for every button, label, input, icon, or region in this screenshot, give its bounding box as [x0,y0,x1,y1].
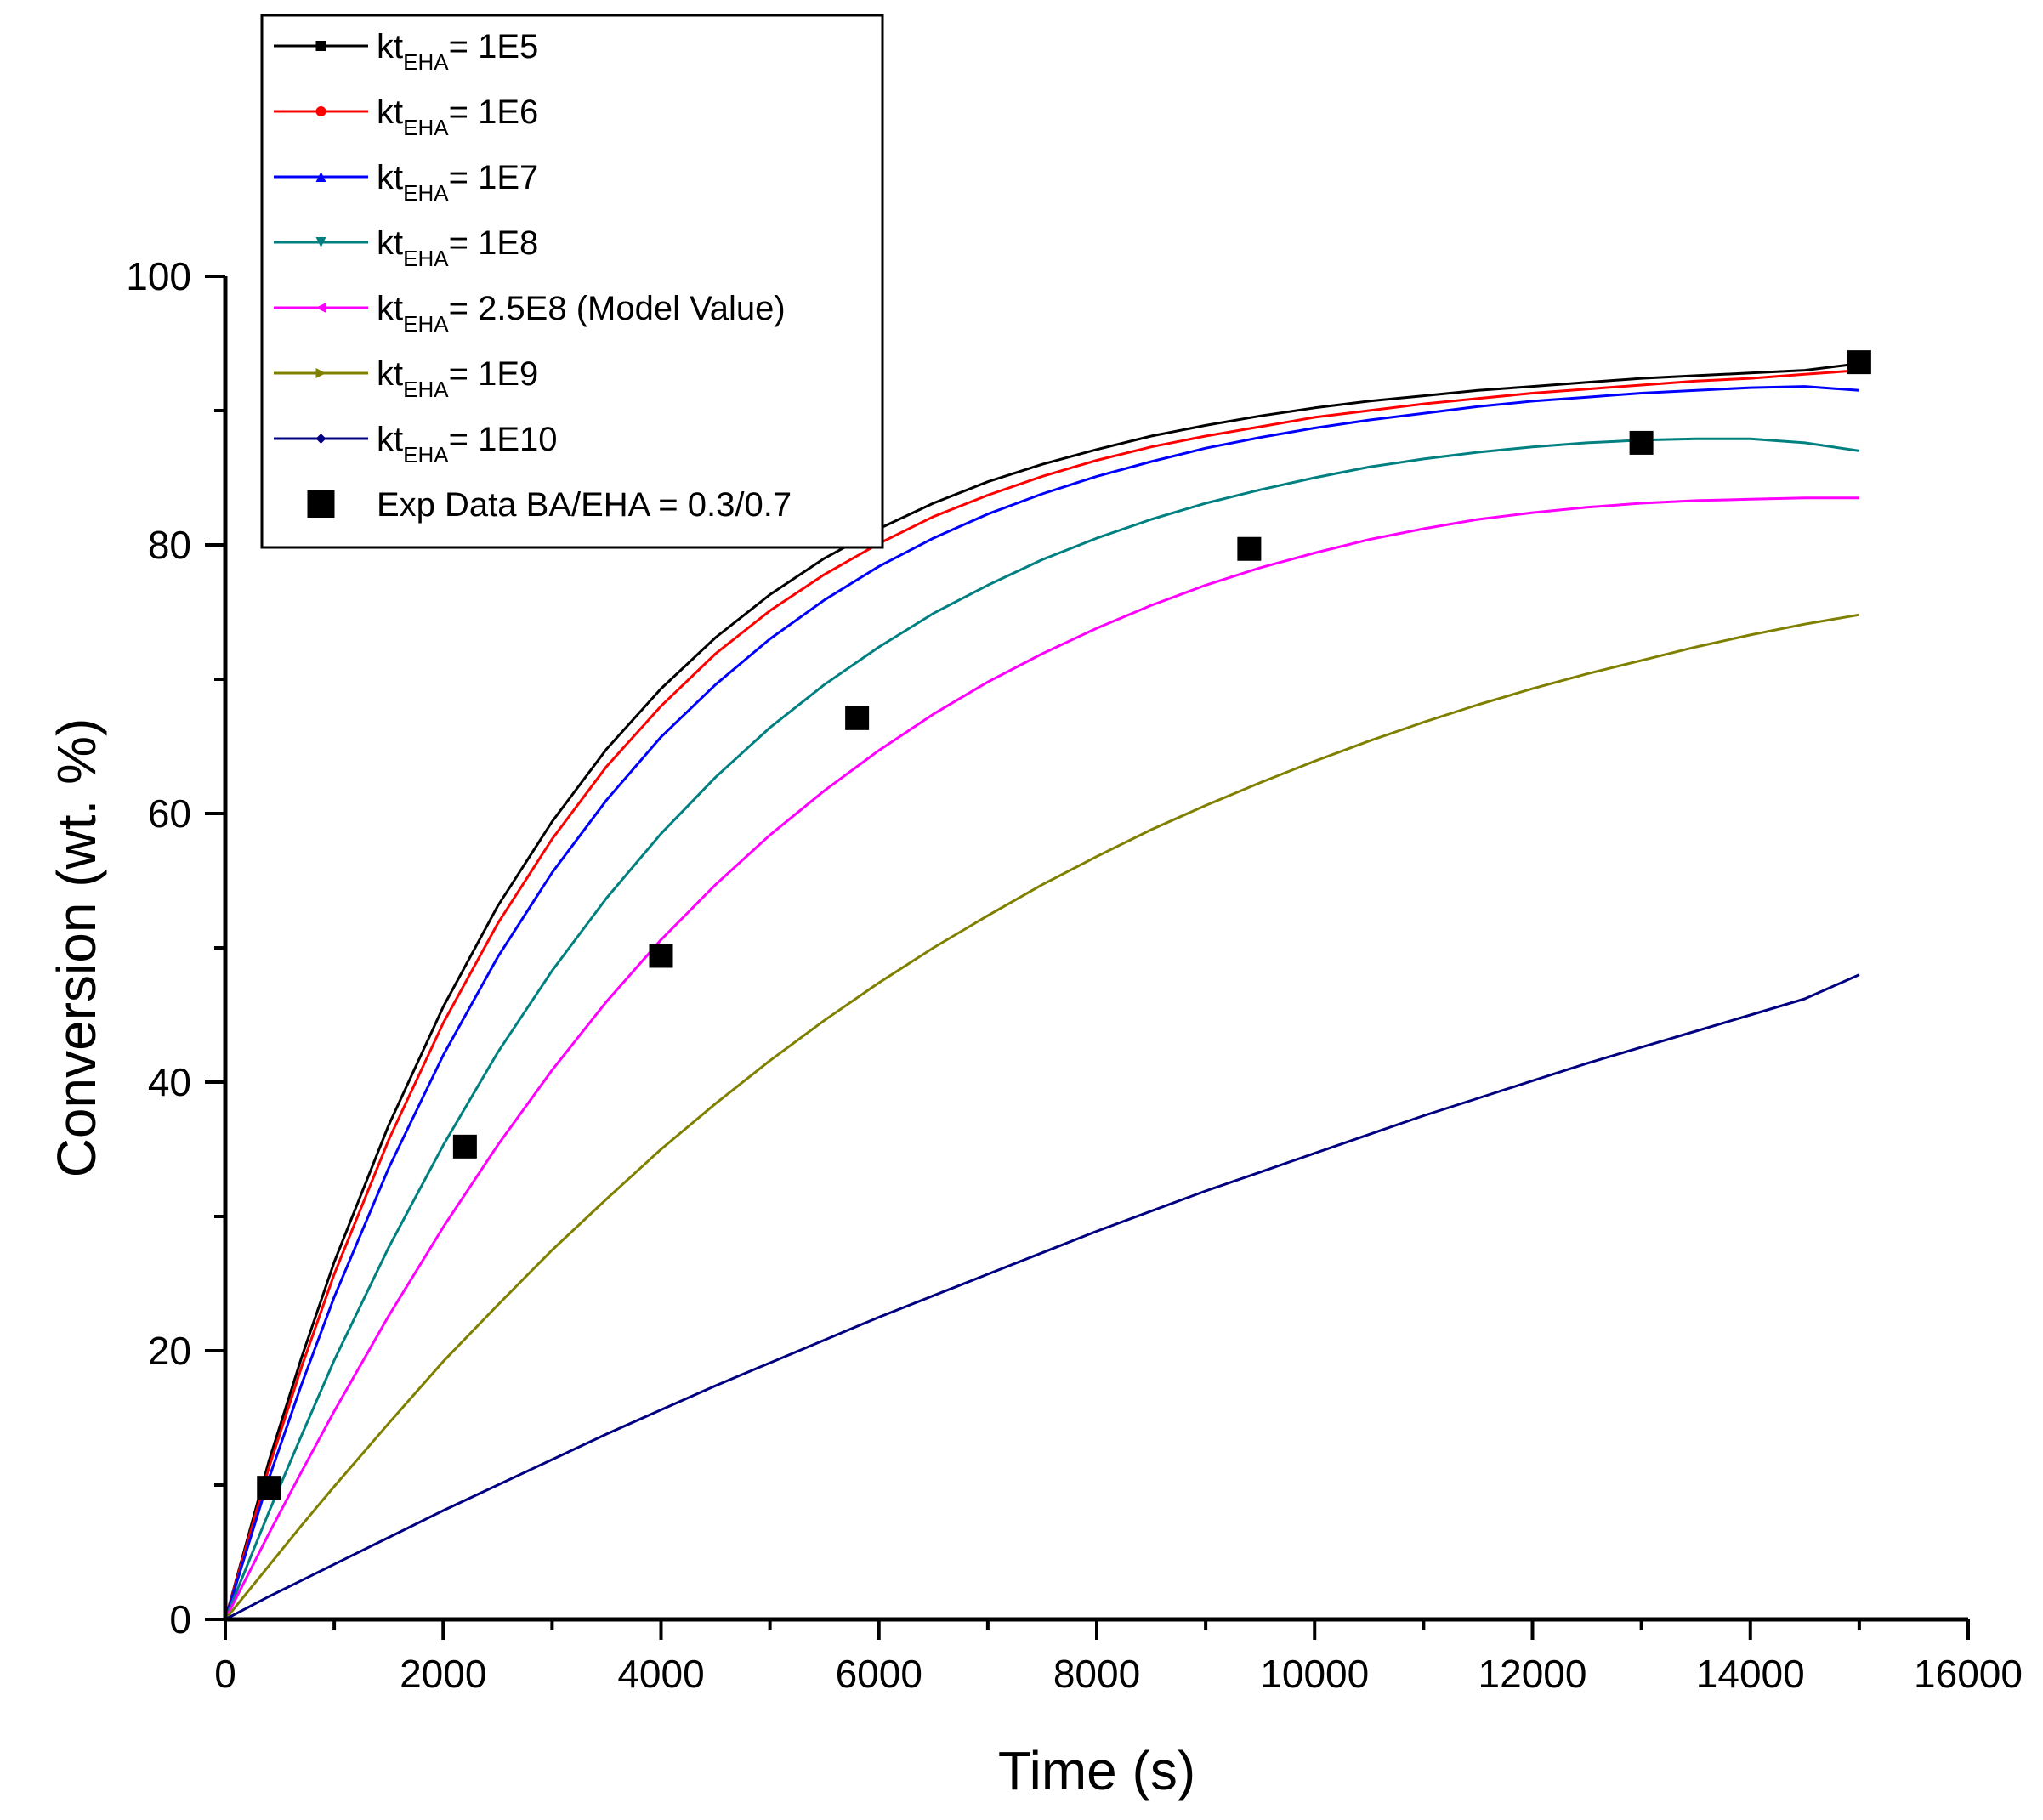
y-tick-label: 20 [148,1329,191,1373]
y-tick-label: 0 [169,1597,191,1641]
legend-item-exp-data: Exp Data BA/EHA = 0.3/0.7 [307,486,792,524]
legend-label: ktEHA= 1E7 [377,159,538,206]
exp-data-point [1847,350,1871,375]
series-line-6 [224,613,1860,1620]
y-tick-label: 100 [126,254,191,298]
series-line-4 [224,437,1860,1620]
legend-label: ktEHA= 1E5 [377,28,538,75]
legend-marker [315,368,326,378]
exp-data-point [257,1476,281,1500]
legend-items: ktEHA= 1E5 ktEHA= 1E6 ktEHA= 1E7 ktEHA= 1E8… [274,28,792,524]
legend-label: ktEHA= 1E9 [377,355,538,402]
legend-item-2: ktEHA= 1E6 [274,94,538,140]
series-line-2 [224,369,1860,1620]
legend-marker [315,41,326,51]
plot-area: 0 2000 4000 6000 8000 10000 12000 14000 16000 0 2… [46,254,2023,1801]
legend-label: ktEHA= 1E10 [377,421,557,468]
series-layer [224,362,1860,1621]
y-tick-label: 60 [148,791,191,836]
legend-item-7: ktEHA= 1E10 [274,421,557,468]
y-axis-title: Conversion (wt. %) [46,718,107,1178]
exp-data-point [452,1134,477,1159]
x-tick-label: 12000 [1478,1652,1587,1696]
legend-box [260,14,884,549]
x-tick-label: 0 [214,1652,236,1696]
legend-label: ktEHA= 1E6 [377,94,538,140]
legend-label: Exp Data BA/EHA = 0.3/0.7 [377,486,792,524]
legend-marker [307,490,335,518]
legend: ktEHA= 1E5 ktEHA= 1E6 ktEHA= 1E7 ktEHA= 1E8… [260,14,884,549]
y-tick-label: 80 [148,523,191,567]
x-axis-title: Time (s) [998,1740,1195,1801]
legend-item-3: ktEHA= 1E7 [274,159,538,206]
exp-data-point [649,944,673,968]
series-line-3 [224,385,1860,1620]
exp-data-point [1629,430,1654,455]
legend-label: ktEHA= 1E8 [377,224,538,271]
legend-item-1: ktEHA= 1E5 [274,28,538,75]
legend-marker [315,172,326,182]
x-tick-label: 16000 [1914,1652,2023,1696]
series-line-1 [224,362,1860,1620]
legend-item-4: ktEHA= 1E8 [274,224,538,271]
x-tick-label: 14000 [1696,1652,1805,1696]
x-tick-label: 2000 [400,1652,486,1696]
x-axis-ticks: 0 2000 4000 6000 8000 10000 12000 14000 16000 [214,1619,2023,1696]
axes: 0 2000 4000 6000 8000 10000 12000 14000 16000 0 2… [126,254,2023,1696]
x-tick-label: 8000 [1053,1652,1140,1696]
legend-item-6: ktEHA= 1E9 [274,355,538,402]
legend-marker [315,106,326,116]
legend-marker [315,237,326,247]
legend-marker [315,303,326,313]
legend-label: ktEHA= 2.5E8 (Model Value) [377,290,786,337]
exp-data-point [845,706,870,730]
series-line-5 [224,496,1859,1620]
experimental-points [257,350,1871,1500]
x-tick-label: 6000 [836,1652,922,1696]
series-line-7 [224,973,1860,1621]
exp-data-point [1237,536,1262,561]
legend-item-5: ktEHA= 2.5E8 (Model Value) [274,290,786,337]
legend-marker [315,434,326,444]
x-tick-label: 4000 [617,1652,704,1696]
y-axis-ticks: 0 20 40 60 80 100 [126,254,225,1641]
y-tick-label: 40 [148,1060,191,1104]
x-tick-label: 10000 [1260,1652,1369,1696]
